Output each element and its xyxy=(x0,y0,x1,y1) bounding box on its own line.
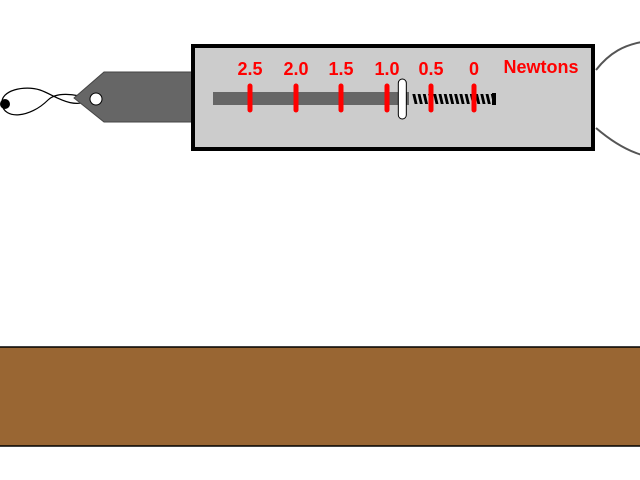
string-right xyxy=(595,41,640,156)
tick-label-1-5: 1.5 xyxy=(328,59,353,79)
scale-tick-labels: 2.5 2.0 1.5 1.0 0.5 0 xyxy=(237,59,479,79)
spring-coil xyxy=(438,94,444,104)
spring-end-cap xyxy=(492,93,496,105)
scale-ticks xyxy=(247,83,477,113)
spring-coil xyxy=(422,94,429,104)
table-top xyxy=(0,346,640,447)
tick-label-0-5: 0.5 xyxy=(418,59,443,79)
tick-label-2-5: 2.5 xyxy=(237,59,262,79)
scale-rod xyxy=(213,92,409,105)
hook-eye xyxy=(89,92,103,106)
string-knot xyxy=(0,99,10,109)
spring-coil xyxy=(412,94,418,104)
tick-label-2-0: 2.0 xyxy=(283,59,308,79)
unit-label: Newtons xyxy=(503,57,578,77)
spring-coil xyxy=(464,94,470,104)
spring-coil xyxy=(480,94,486,104)
spring-coil xyxy=(417,94,423,104)
spring-coil xyxy=(433,94,439,104)
spring-coil xyxy=(485,94,491,104)
spring-coil xyxy=(459,94,465,104)
tick-label-0: 0 xyxy=(469,59,479,79)
spring-coil xyxy=(454,94,460,104)
spring-coil xyxy=(448,94,455,104)
spring-coil xyxy=(443,94,449,104)
tick-label-1-0: 1.0 xyxy=(374,59,399,79)
scale-pointer xyxy=(397,78,407,120)
